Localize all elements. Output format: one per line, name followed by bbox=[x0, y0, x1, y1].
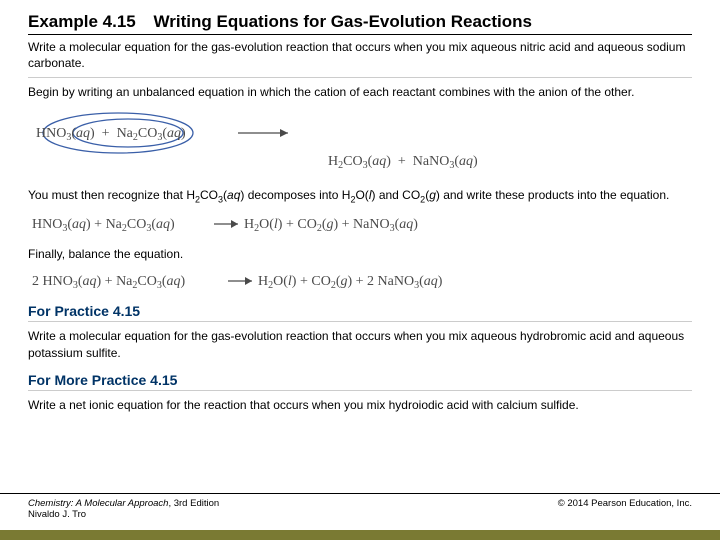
for-more-practice-heading: For More Practice 4.15 bbox=[28, 372, 692, 391]
bottom-accent-bar bbox=[0, 530, 720, 540]
equation-2: HNO3(aq) + Na2CO3(aq) H2O(l) + CO2(g) + … bbox=[28, 212, 692, 236]
step2-text: You must then recognize that H2CO3(aq) d… bbox=[28, 187, 692, 206]
for-practice-text: Write a molecular equation for the gas-e… bbox=[28, 328, 692, 362]
step3-text: Finally, balance the equation. bbox=[28, 246, 692, 263]
problem-prompt: Write a molecular equation for the gas-e… bbox=[28, 39, 692, 78]
footer-right: © 2014 Pearson Education, Inc. bbox=[558, 498, 692, 520]
step1-text: Begin by writing an unbalanced equation … bbox=[28, 84, 692, 101]
footer: Chemistry: A Molecular Approach, 3rd Edi… bbox=[0, 493, 720, 520]
equation-1: HNO3(aq) + Na2CO3(aq) H2CO3(aq) + NaNO3(… bbox=[28, 107, 692, 177]
equation-3: 2 HNO3(aq) + Na2CO3(aq) H2O(l) + CO2(g) … bbox=[28, 269, 692, 293]
svg-text:H2O(l) + CO2(g) + 2 NaNO3(aq): H2O(l) + CO2(g) + 2 NaNO3(aq) bbox=[258, 274, 443, 291]
eq1-lhs: HNO3(aq) + Na2CO3(aq) bbox=[36, 126, 186, 143]
eq1-rhs: H2CO3(aq) + NaNO3(aq) bbox=[328, 154, 478, 171]
for-practice-heading: For Practice 4.15 bbox=[28, 303, 692, 322]
svg-text:H2O(l) + CO2(g) + NaNO3(aq): H2O(l) + CO2(g) + NaNO3(aq) bbox=[244, 217, 418, 234]
footer-left: Chemistry: A Molecular Approach, 3rd Edi… bbox=[28, 498, 219, 520]
svg-text:2 HNO3(aq) + Na2CO3(aq): 2 HNO3(aq) + Na2CO3(aq) bbox=[32, 274, 186, 291]
example-title: Example 4.15 Writing Equations for Gas-E… bbox=[28, 12, 692, 35]
example-heading: Writing Equations for Gas-Evolution Reac… bbox=[154, 12, 532, 31]
svg-text:HNO3(aq) + Na2CO3(aq): HNO3(aq) + Na2CO3(aq) bbox=[32, 217, 175, 234]
for-more-practice-text: Write a net ionic equation for the react… bbox=[28, 397, 692, 414]
example-number: Example 4.15 bbox=[28, 12, 136, 31]
